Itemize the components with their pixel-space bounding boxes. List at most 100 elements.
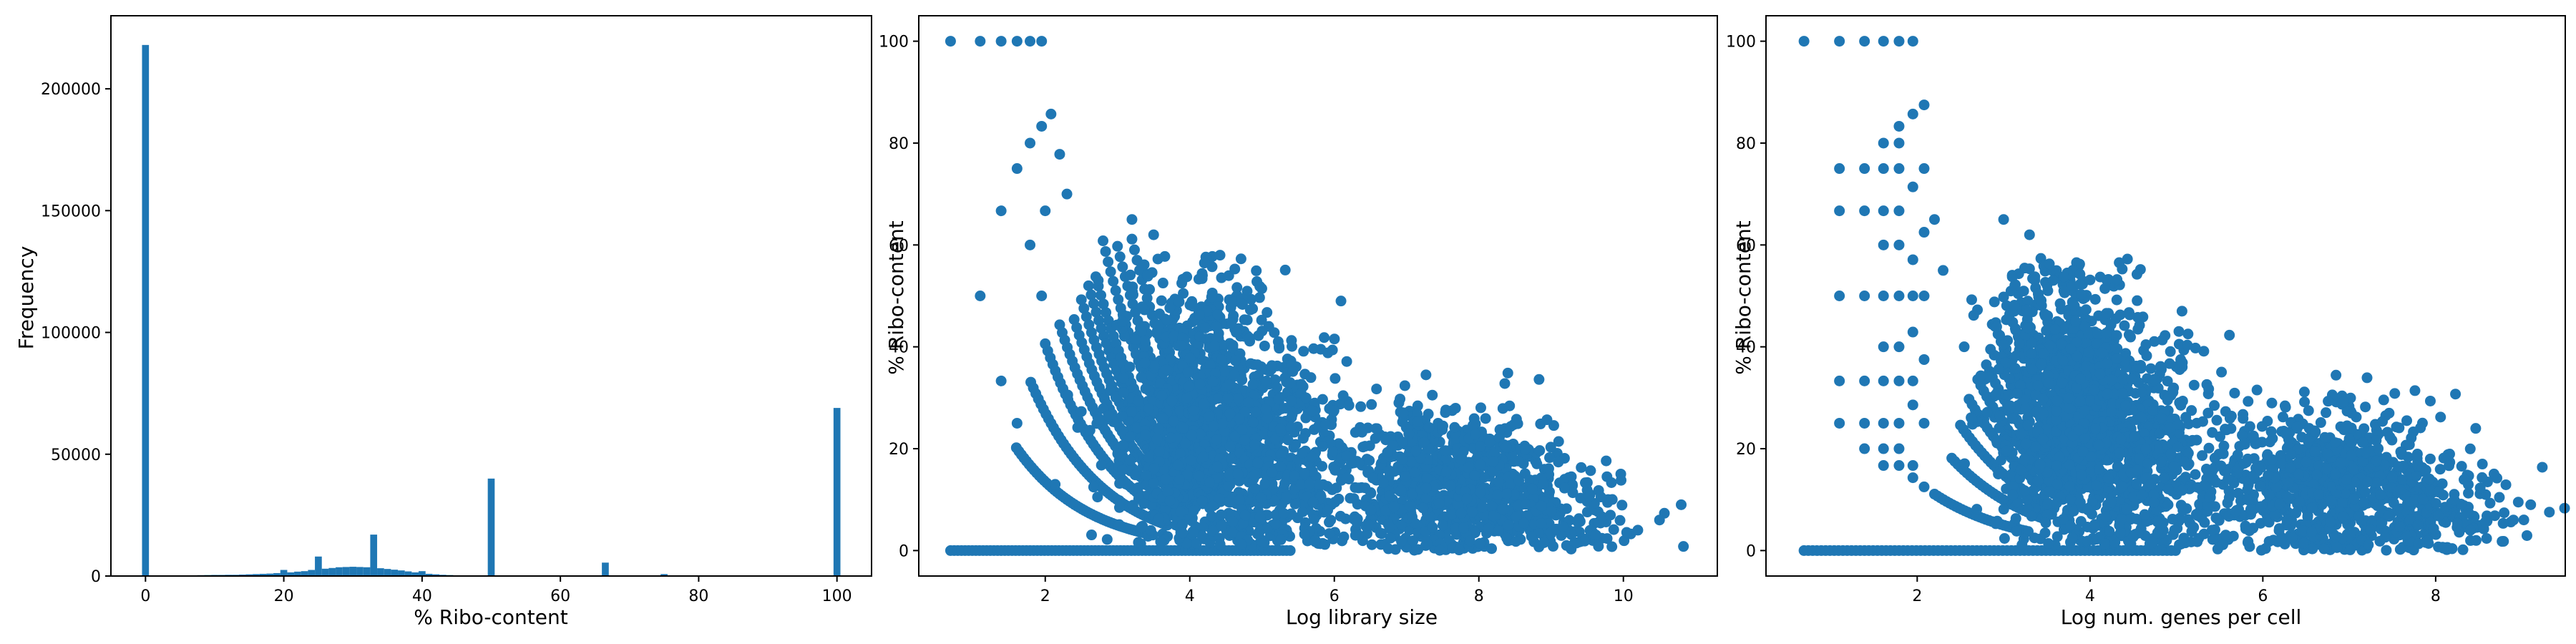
scatter-point xyxy=(1224,408,1236,419)
scatter-point xyxy=(2117,263,2128,275)
scatter-point xyxy=(2014,472,2026,484)
scatter-point xyxy=(1893,460,1905,472)
scatter-point xyxy=(1989,296,2000,308)
scatter-point xyxy=(1098,235,1109,247)
library-size-y-tick-label: 40 xyxy=(889,339,909,357)
scatter-point xyxy=(1308,343,1319,354)
scatter-point xyxy=(1148,360,1160,371)
scatter-point xyxy=(1148,229,1159,240)
scatter-point xyxy=(1212,393,1224,404)
histogram-y-tick-label: 100000 xyxy=(41,325,101,343)
scatter-point xyxy=(1399,380,1410,391)
scatter-point xyxy=(2134,320,2145,331)
scatter-point xyxy=(1234,413,1245,424)
scatter-point xyxy=(1128,244,1140,255)
scatter-point xyxy=(1345,458,1357,469)
scatter-point xyxy=(1297,433,1309,444)
scatter-point xyxy=(1164,302,1176,313)
scatter-point xyxy=(1907,375,1918,386)
scatter-point xyxy=(1315,491,1327,502)
scatter-point xyxy=(1331,482,1342,494)
scatter-point xyxy=(1174,448,1186,459)
scatter-point xyxy=(1267,467,1278,478)
histogram-bar xyxy=(391,570,399,576)
scatter-point xyxy=(1259,478,1271,489)
scatter-point xyxy=(1541,414,1553,426)
scatter-point xyxy=(2014,379,2026,391)
scatter-point xyxy=(2059,323,2070,335)
scatter-point xyxy=(1250,406,1262,418)
scatter-point xyxy=(1511,511,1522,522)
library-size-x-tick-label: 2 xyxy=(1040,587,1050,605)
scatter-point xyxy=(1197,452,1209,463)
histogram-x-tick-label: 80 xyxy=(688,587,708,605)
scatter-point xyxy=(1538,537,1550,548)
scatter-point xyxy=(1345,492,1356,504)
scatter-point xyxy=(2089,293,2101,305)
scatter-point xyxy=(2022,419,2034,431)
scatter-point xyxy=(1971,504,1983,515)
histogram-bar xyxy=(425,573,433,576)
scatter-point xyxy=(2000,357,2011,369)
scatter-point xyxy=(1878,163,1889,175)
scatter-point xyxy=(1478,472,1490,483)
scatter-point xyxy=(1307,452,1318,463)
library-size-ylabel: % Ribo-content xyxy=(884,220,908,374)
scatter-point xyxy=(1907,36,1918,47)
scatter-point xyxy=(1153,513,1165,525)
scatter-point xyxy=(1273,394,1284,405)
histogram-bar xyxy=(328,567,336,576)
scatter-point xyxy=(1281,491,1292,502)
scatter-point xyxy=(2014,338,2025,349)
scatter-point xyxy=(1546,506,1557,517)
histogram-ylabel: Frequency xyxy=(14,246,38,350)
scatter-point xyxy=(1601,533,1613,545)
histogram-bar xyxy=(432,574,440,576)
scatter-point xyxy=(2065,343,2077,354)
scatter-point xyxy=(1606,494,1618,505)
scatter-point xyxy=(2056,338,2067,350)
scatter-point xyxy=(1254,512,1266,523)
scatter-point xyxy=(1178,422,1189,434)
scatter-point xyxy=(1252,528,1264,540)
scatter-point xyxy=(1307,497,1319,508)
scatter-point xyxy=(2051,531,2063,542)
scatter-point xyxy=(1229,430,1241,441)
genes-per-cell-ylabel: % Ribo-content xyxy=(1732,220,1755,374)
scatter-point xyxy=(1092,492,1103,503)
scatter-point xyxy=(1878,36,1889,47)
scatter-point xyxy=(1112,240,1123,252)
scatter-point xyxy=(2011,525,2022,537)
scatter-point xyxy=(1116,410,1128,421)
scatter-point xyxy=(1297,506,1308,517)
scatter-point xyxy=(1275,449,1287,460)
scatter-point xyxy=(1918,227,1930,238)
scatter-point xyxy=(1434,545,1445,556)
scatter-point xyxy=(1156,295,1167,306)
scatter-point xyxy=(1241,314,1253,326)
scatter-point xyxy=(1298,346,1309,357)
scatter-point xyxy=(1553,457,1564,468)
scatter-point xyxy=(1285,421,1297,433)
scatter-point xyxy=(1210,321,1221,333)
scatter-point xyxy=(1072,421,1083,433)
scatter-point xyxy=(1062,389,1073,401)
scatter-point xyxy=(2111,294,2122,306)
scatter-point xyxy=(1534,445,1546,457)
scatter-point xyxy=(1196,530,1208,542)
scatter-point xyxy=(1136,301,1148,313)
scatter-point xyxy=(1085,530,1097,541)
scatter-point xyxy=(1129,469,1141,481)
scatter-point xyxy=(1474,441,1485,452)
scatter-point xyxy=(1984,371,1995,383)
scatter-point xyxy=(1566,471,1577,482)
scatter-point xyxy=(1998,291,2009,303)
scatter-point xyxy=(1096,459,1107,471)
scatter-point xyxy=(2003,389,2014,401)
scatter-point xyxy=(1571,516,1583,527)
scatter-point xyxy=(1350,482,1361,493)
scatter-point xyxy=(1536,517,1547,529)
scatter-point xyxy=(1113,519,1125,530)
scatter-point xyxy=(1216,418,1228,429)
scatter-point xyxy=(2015,464,2026,476)
